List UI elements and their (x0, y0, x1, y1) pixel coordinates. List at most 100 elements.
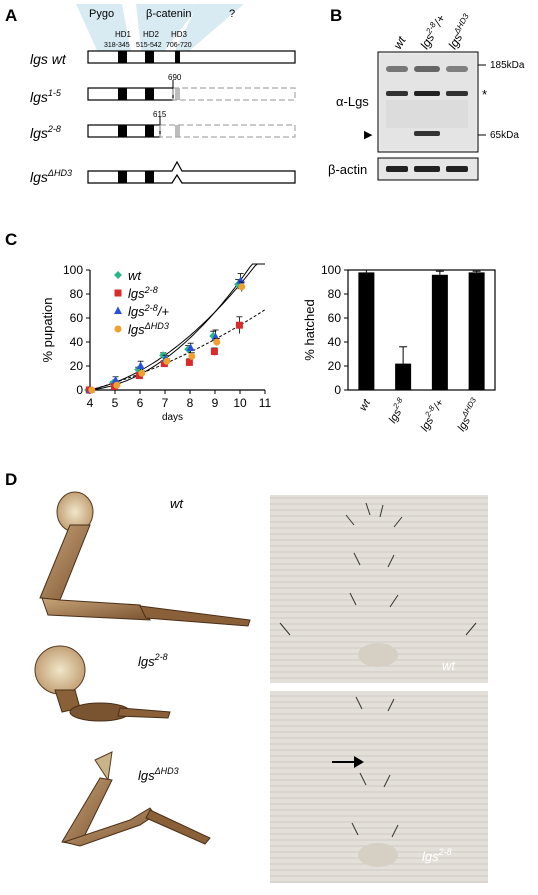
data-point-3-3 (163, 357, 171, 365)
arrow-indicator (332, 756, 364, 768)
panel-d-letter: D (5, 470, 18, 489)
construct-bar-wt (87, 50, 296, 64)
loading-control-label: β-actin (328, 162, 367, 177)
leg-lgs28-image (34, 645, 171, 722)
panel-c-letter: C (5, 230, 18, 249)
construct-bar-2-8: 615 (87, 110, 296, 138)
construct-label-1-5: lgs1-5 (30, 88, 62, 105)
leg-dhd3-image (61, 751, 211, 847)
lane-label-lgs28het: lgs2-8/+ (417, 12, 449, 52)
lane-label-dhd3: lgsΔHD3 (445, 12, 477, 52)
y-tick-label: 40 (328, 335, 342, 349)
arrowhead-mark: ▶ (364, 129, 373, 141)
truncation-1-5-label: 690 (168, 73, 182, 82)
x-axis-label: days (162, 412, 183, 423)
y-tick-label: 80 (70, 287, 84, 301)
bcat-domain-shade (136, 4, 200, 57)
marker-65: 65kDa (490, 130, 519, 141)
data-point-2-4 (186, 343, 195, 351)
legend-marker-2 (114, 306, 122, 314)
y-tick-label: 0 (334, 383, 341, 397)
data-point-3-6 (238, 283, 246, 291)
y-tick-label: 20 (328, 359, 342, 373)
leg-label-lgs28: lgs2-8 (138, 652, 168, 669)
construct-label-wt: lgs wt (30, 51, 67, 67)
hd3-range: 706-720 (166, 42, 192, 49)
trend-line-lgs28 (89, 309, 266, 391)
legend-marker-3 (114, 325, 122, 333)
cuticle-label-wt: wt (442, 658, 456, 673)
panel-a-diagram: Pygo β-catenin ? HD1 HD2 HD3 318-345 515… (30, 4, 296, 185)
data-point-3-4 (188, 352, 196, 360)
cuticle-lgs28-image (270, 691, 488, 883)
panel-b-letter: B (330, 6, 343, 25)
legend-marker-0 (114, 271, 122, 279)
cuticle-photos: wt lgs2-8 (270, 495, 488, 883)
y-axis-label: % hatched (302, 299, 317, 360)
x-tick-label: 11 (259, 396, 272, 410)
leg-label-dhd3: lgsΔHD3 (138, 766, 179, 783)
pupation-chart: 0 20 40 60 80 100 4 5 6 7 8 9 10 11 days % pupation wt lg… (40, 263, 272, 423)
leg-photos: wt lgs2-8 lgsΔHD3 (34, 491, 251, 847)
data-point-3-5 (213, 338, 221, 346)
data-point-2-1 (111, 375, 120, 384)
construct-label-2-8: lgs2-8 (30, 124, 61, 141)
category-label-2: lgs2-8/+ (416, 396, 447, 434)
data-point-1-4 (185, 358, 193, 366)
legend-label-3: lgsΔHD3 (128, 321, 169, 337)
data-point-1-5 (210, 348, 218, 356)
blot-antibody-label: α-Lgs (336, 94, 369, 109)
cuticle-label-lgs28: lgs2-8 (422, 847, 452, 864)
western-blot: wt lgs2-8/+ lgsΔHD3 185kDa 65kDa * ▶ α-L… (328, 12, 525, 181)
y-tick-label: 80 (328, 287, 342, 301)
bar-2 (431, 274, 448, 390)
legend-label-0: wt (128, 268, 142, 283)
y-tick-label: 100 (63, 263, 83, 277)
x-tick-label: 5 (112, 396, 119, 410)
bar-3 (468, 272, 485, 390)
plot-frame (347, 269, 496, 391)
hd2-range: 515-542 (136, 42, 162, 49)
construct-bar-1-5: 690 (87, 73, 296, 101)
data-point-3-2 (138, 369, 146, 377)
x-tick-label: 9 (212, 396, 219, 410)
y-axis-label: % pupation (40, 297, 55, 362)
y-tick-label: 20 (70, 359, 84, 373)
category-label-3: lgsΔHD3 (453, 395, 484, 433)
x-tick-label: 6 (137, 396, 144, 410)
data-point-3-1 (113, 381, 121, 389)
y-tick-label: 40 (70, 335, 84, 349)
hd3-label: HD3 (171, 30, 188, 39)
panel-a-letter: A (5, 6, 18, 25)
marker-185: 185kDa (490, 60, 525, 71)
construct-bar-dhd3 (87, 160, 296, 184)
y-tick-label: 100 (321, 263, 341, 277)
lane-label-wt: wt (390, 34, 408, 52)
cuticle-wt-image (270, 495, 488, 683)
domain-pygo-label: Pygo (89, 8, 114, 20)
data-point-2-2 (136, 361, 145, 369)
asterisk-mark: * (482, 87, 487, 102)
y-tick-label: 60 (328, 311, 342, 325)
category-label-1: lgs2-8 (384, 395, 410, 425)
hd2-label: HD2 (143, 30, 160, 39)
y-tick-label: 0 (76, 383, 83, 397)
domain-bcat-label: β-catenin (146, 8, 191, 20)
construct-label-dhd3: lgsΔHD3 (30, 168, 72, 185)
legend-label-2: lgs2-8/+ (128, 303, 169, 319)
x-tick-label: 8 (187, 396, 194, 410)
bar-0 (358, 272, 375, 390)
y-tick-label: 60 (70, 311, 84, 325)
truncation-2-8-label: 615 (153, 110, 167, 119)
x-tick-label: 7 (162, 396, 169, 410)
hd1-label: HD1 (115, 30, 132, 39)
x-tick-label: 4 (87, 396, 94, 410)
leg-label-wt: wt (170, 496, 184, 511)
data-point-3-0 (88, 386, 96, 394)
category-label-0: wt (357, 397, 373, 413)
legend-label-1: lgs2-8 (128, 285, 158, 301)
x-tick-label: 10 (233, 396, 247, 410)
hd1-range: 318-345 (104, 42, 130, 49)
domain-q-label: ? (229, 8, 235, 20)
legend-marker-1 (114, 289, 122, 297)
